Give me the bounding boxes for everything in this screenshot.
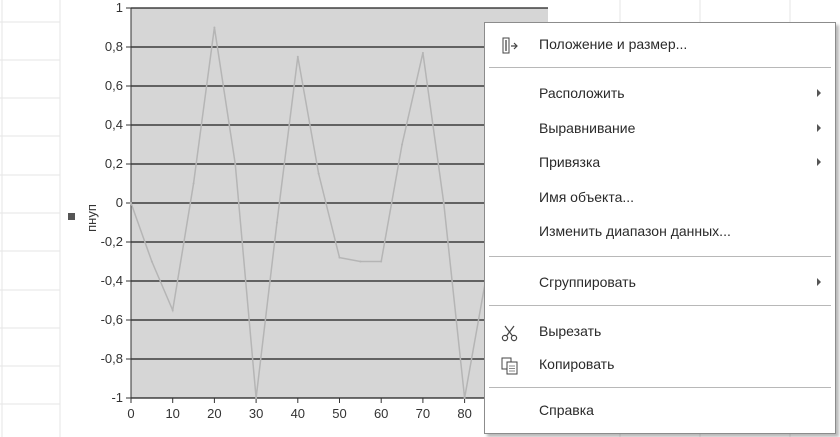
data-point — [213, 26, 216, 29]
data-point — [275, 221, 278, 224]
y-tick-label: -0,8 — [101, 351, 123, 366]
data-point — [171, 309, 174, 312]
menu-item-label: Имя объекта... — [539, 189, 635, 205]
data-point — [380, 260, 383, 263]
data-point — [421, 51, 424, 54]
menu-separator — [489, 67, 831, 68]
y-tick-label: -0,2 — [101, 234, 123, 249]
y-tick-label: 1 — [116, 0, 123, 15]
y-tick-label: 0,6 — [105, 78, 123, 93]
menu-item-align[interactable]: Выравнивание — [485, 113, 835, 143]
menu-item-change-data-range[interactable]: Изменить диапазон данных... — [485, 216, 835, 246]
menu-separator — [489, 305, 831, 306]
y-axis-ticks: 1 0,8 0,6 0,4 0,2 0 -0,2 -0,4 -0,6 -0,8 -1 — [101, 0, 132, 405]
data-point — [150, 260, 153, 263]
menu-item-label: Копировать — [539, 356, 615, 372]
x-tick-label: 20 — [207, 406, 221, 421]
menu-item-label: Вырезать — [539, 323, 602, 339]
y-axis-label: пнуп — [84, 204, 99, 232]
menu-item-label: Привязка — [539, 154, 601, 170]
menu-item-snap[interactable]: Привязка — [485, 147, 835, 177]
x-tick-label: 60 — [374, 406, 388, 421]
menu-item-label: Положение и размер... — [539, 36, 688, 52]
submenu-arrow-icon — [817, 124, 821, 132]
x-tick-label: 0 — [127, 406, 134, 421]
menu-item-help[interactable]: Справка — [485, 395, 835, 425]
menu-separator — [489, 387, 831, 388]
menu-item-object-name[interactable]: Имя объекта... — [485, 182, 835, 212]
menu-item-arrange[interactable]: Расположить — [485, 78, 835, 108]
series-points — [130, 26, 549, 399]
data-point — [442, 202, 445, 204]
position-size-icon — [501, 35, 519, 54]
y-tick-label: -0,4 — [101, 273, 123, 288]
data-point — [359, 260, 362, 263]
scissors-icon — [501, 322, 519, 342]
x-tick-label: 10 — [165, 406, 179, 421]
menu-item-group[interactable]: Сгруппировать — [485, 267, 835, 297]
menu-item-label: Сгруппировать — [539, 274, 636, 290]
y-tick-label: 0,4 — [105, 117, 123, 132]
menu-item-copy[interactable]: Копировать — [485, 349, 835, 379]
x-tick-label: 40 — [291, 406, 305, 421]
submenu-arrow-icon — [817, 158, 821, 166]
data-point — [296, 55, 299, 58]
copy-icon — [501, 355, 519, 375]
data-point — [234, 163, 237, 165]
data-point — [401, 143, 404, 146]
menu-item-label: Выравнивание — [539, 120, 636, 136]
legend-key-icon — [68, 213, 75, 220]
data-point — [192, 182, 195, 185]
y-tick-label: 0,2 — [105, 156, 123, 171]
y-tick-label: -1 — [111, 390, 123, 405]
context-menu[interactable]: Положение и размер... Расположить Выравн… — [484, 22, 836, 434]
menu-item-label: Расположить — [539, 85, 625, 101]
data-point — [130, 202, 132, 204]
menu-item-position-size[interactable]: Положение и размер... — [485, 29, 835, 59]
menu-item-label: Справка — [539, 402, 594, 418]
x-tick-label: 80 — [457, 406, 471, 421]
x-tick-label: 70 — [416, 406, 430, 421]
data-point — [338, 256, 341, 259]
submenu-arrow-icon — [817, 278, 821, 286]
x-tick-label: 30 — [249, 406, 263, 421]
menu-item-label: Изменить диапазон данных... — [539, 223, 731, 239]
y-tick-label: -0,6 — [101, 312, 123, 327]
data-point — [463, 397, 466, 399]
x-tick-label: 50 — [332, 406, 346, 421]
y-tick-label: 0,8 — [105, 39, 123, 54]
data-point — [255, 397, 258, 399]
menu-item-cut[interactable]: Вырезать — [485, 316, 835, 346]
y-tick-label: 0 — [116, 195, 123, 210]
data-point — [317, 172, 320, 175]
submenu-arrow-icon — [817, 89, 821, 97]
menu-separator — [489, 256, 831, 257]
